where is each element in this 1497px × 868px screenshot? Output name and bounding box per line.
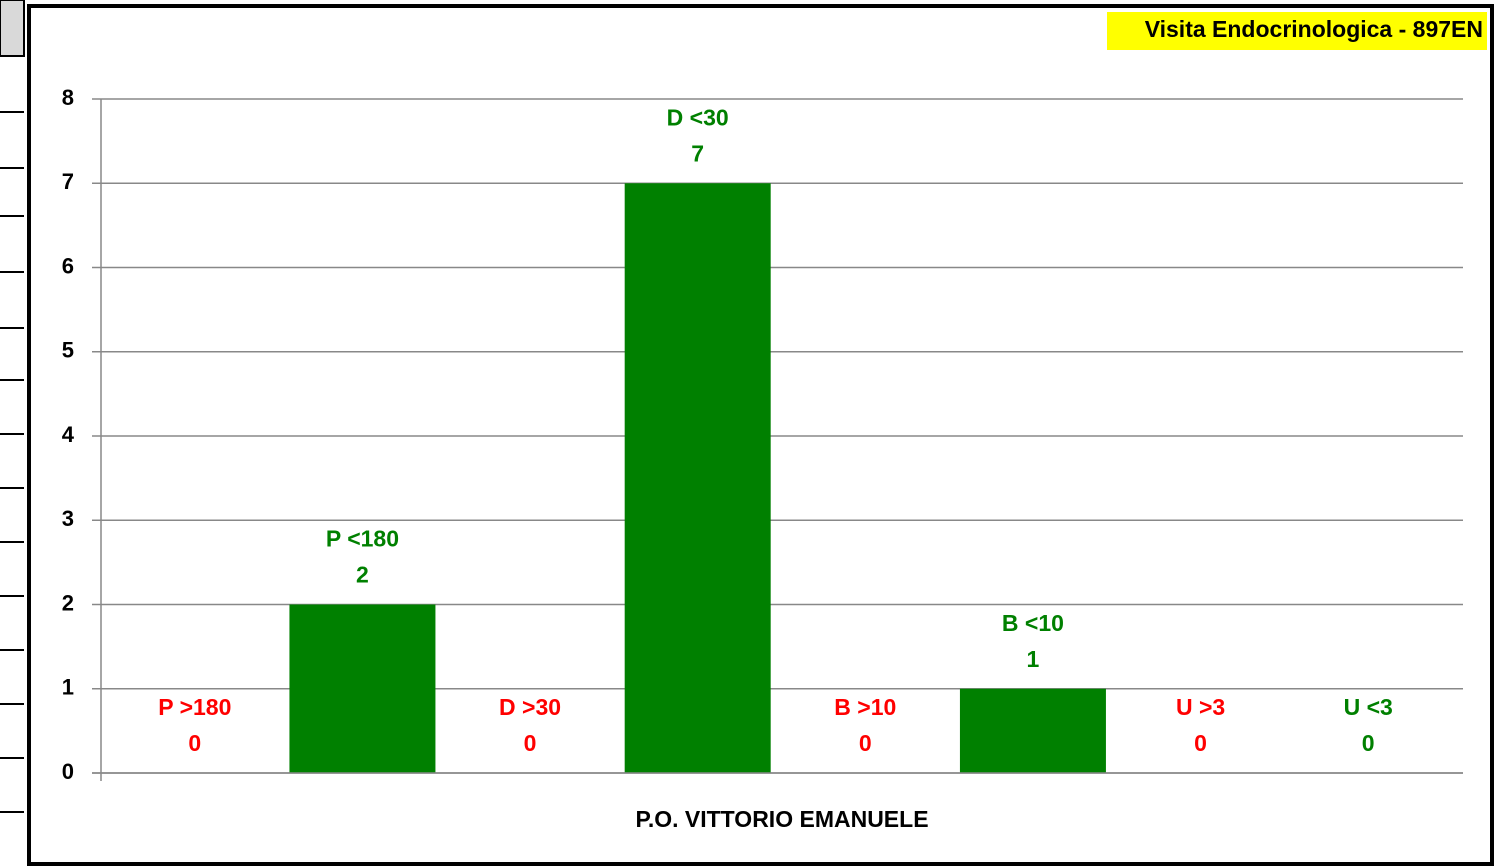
category-label: U <3 <box>1344 694 1393 720</box>
side-lines <box>0 111 24 813</box>
value-label: 0 <box>524 730 537 756</box>
side-cell <box>0 0 25 57</box>
category-label: P >180 <box>158 694 231 720</box>
category-label: D <30 <box>667 104 729 130</box>
y-tick-label: 2 <box>62 590 74 615</box>
x-axis-label: P.O. VITTORIO EMANUELE <box>635 806 928 832</box>
y-tick-label: 5 <box>62 338 74 363</box>
value-label: 0 <box>188 730 201 756</box>
bar <box>624 183 771 773</box>
y-tick-label: 1 <box>62 675 74 700</box>
value-label: 1 <box>1027 646 1040 672</box>
category-label: P <180 <box>326 526 399 552</box>
value-label: 7 <box>691 140 704 166</box>
y-tick-label: 0 <box>62 759 74 784</box>
value-label: 0 <box>1194 730 1207 756</box>
y-tick-label: 6 <box>62 253 74 278</box>
category-label: D >30 <box>499 694 561 720</box>
value-label: 0 <box>1362 730 1375 756</box>
y-tick-label: 4 <box>62 422 75 447</box>
value-label: 2 <box>356 562 369 588</box>
category-label: B >10 <box>834 694 896 720</box>
y-tick-label: 3 <box>62 506 74 531</box>
y-tick-label: 8 <box>62 85 74 110</box>
value-label: 0 <box>859 730 872 756</box>
category-label: U >3 <box>1176 694 1225 720</box>
bar <box>289 604 436 773</box>
y-tick-label: 7 <box>62 169 74 194</box>
category-label: B <10 <box>1002 610 1064 636</box>
chart-title: Visita Endocrinologica - 897EN <box>1145 16 1483 42</box>
bar <box>959 688 1106 773</box>
title-box <box>1107 12 1487 50</box>
